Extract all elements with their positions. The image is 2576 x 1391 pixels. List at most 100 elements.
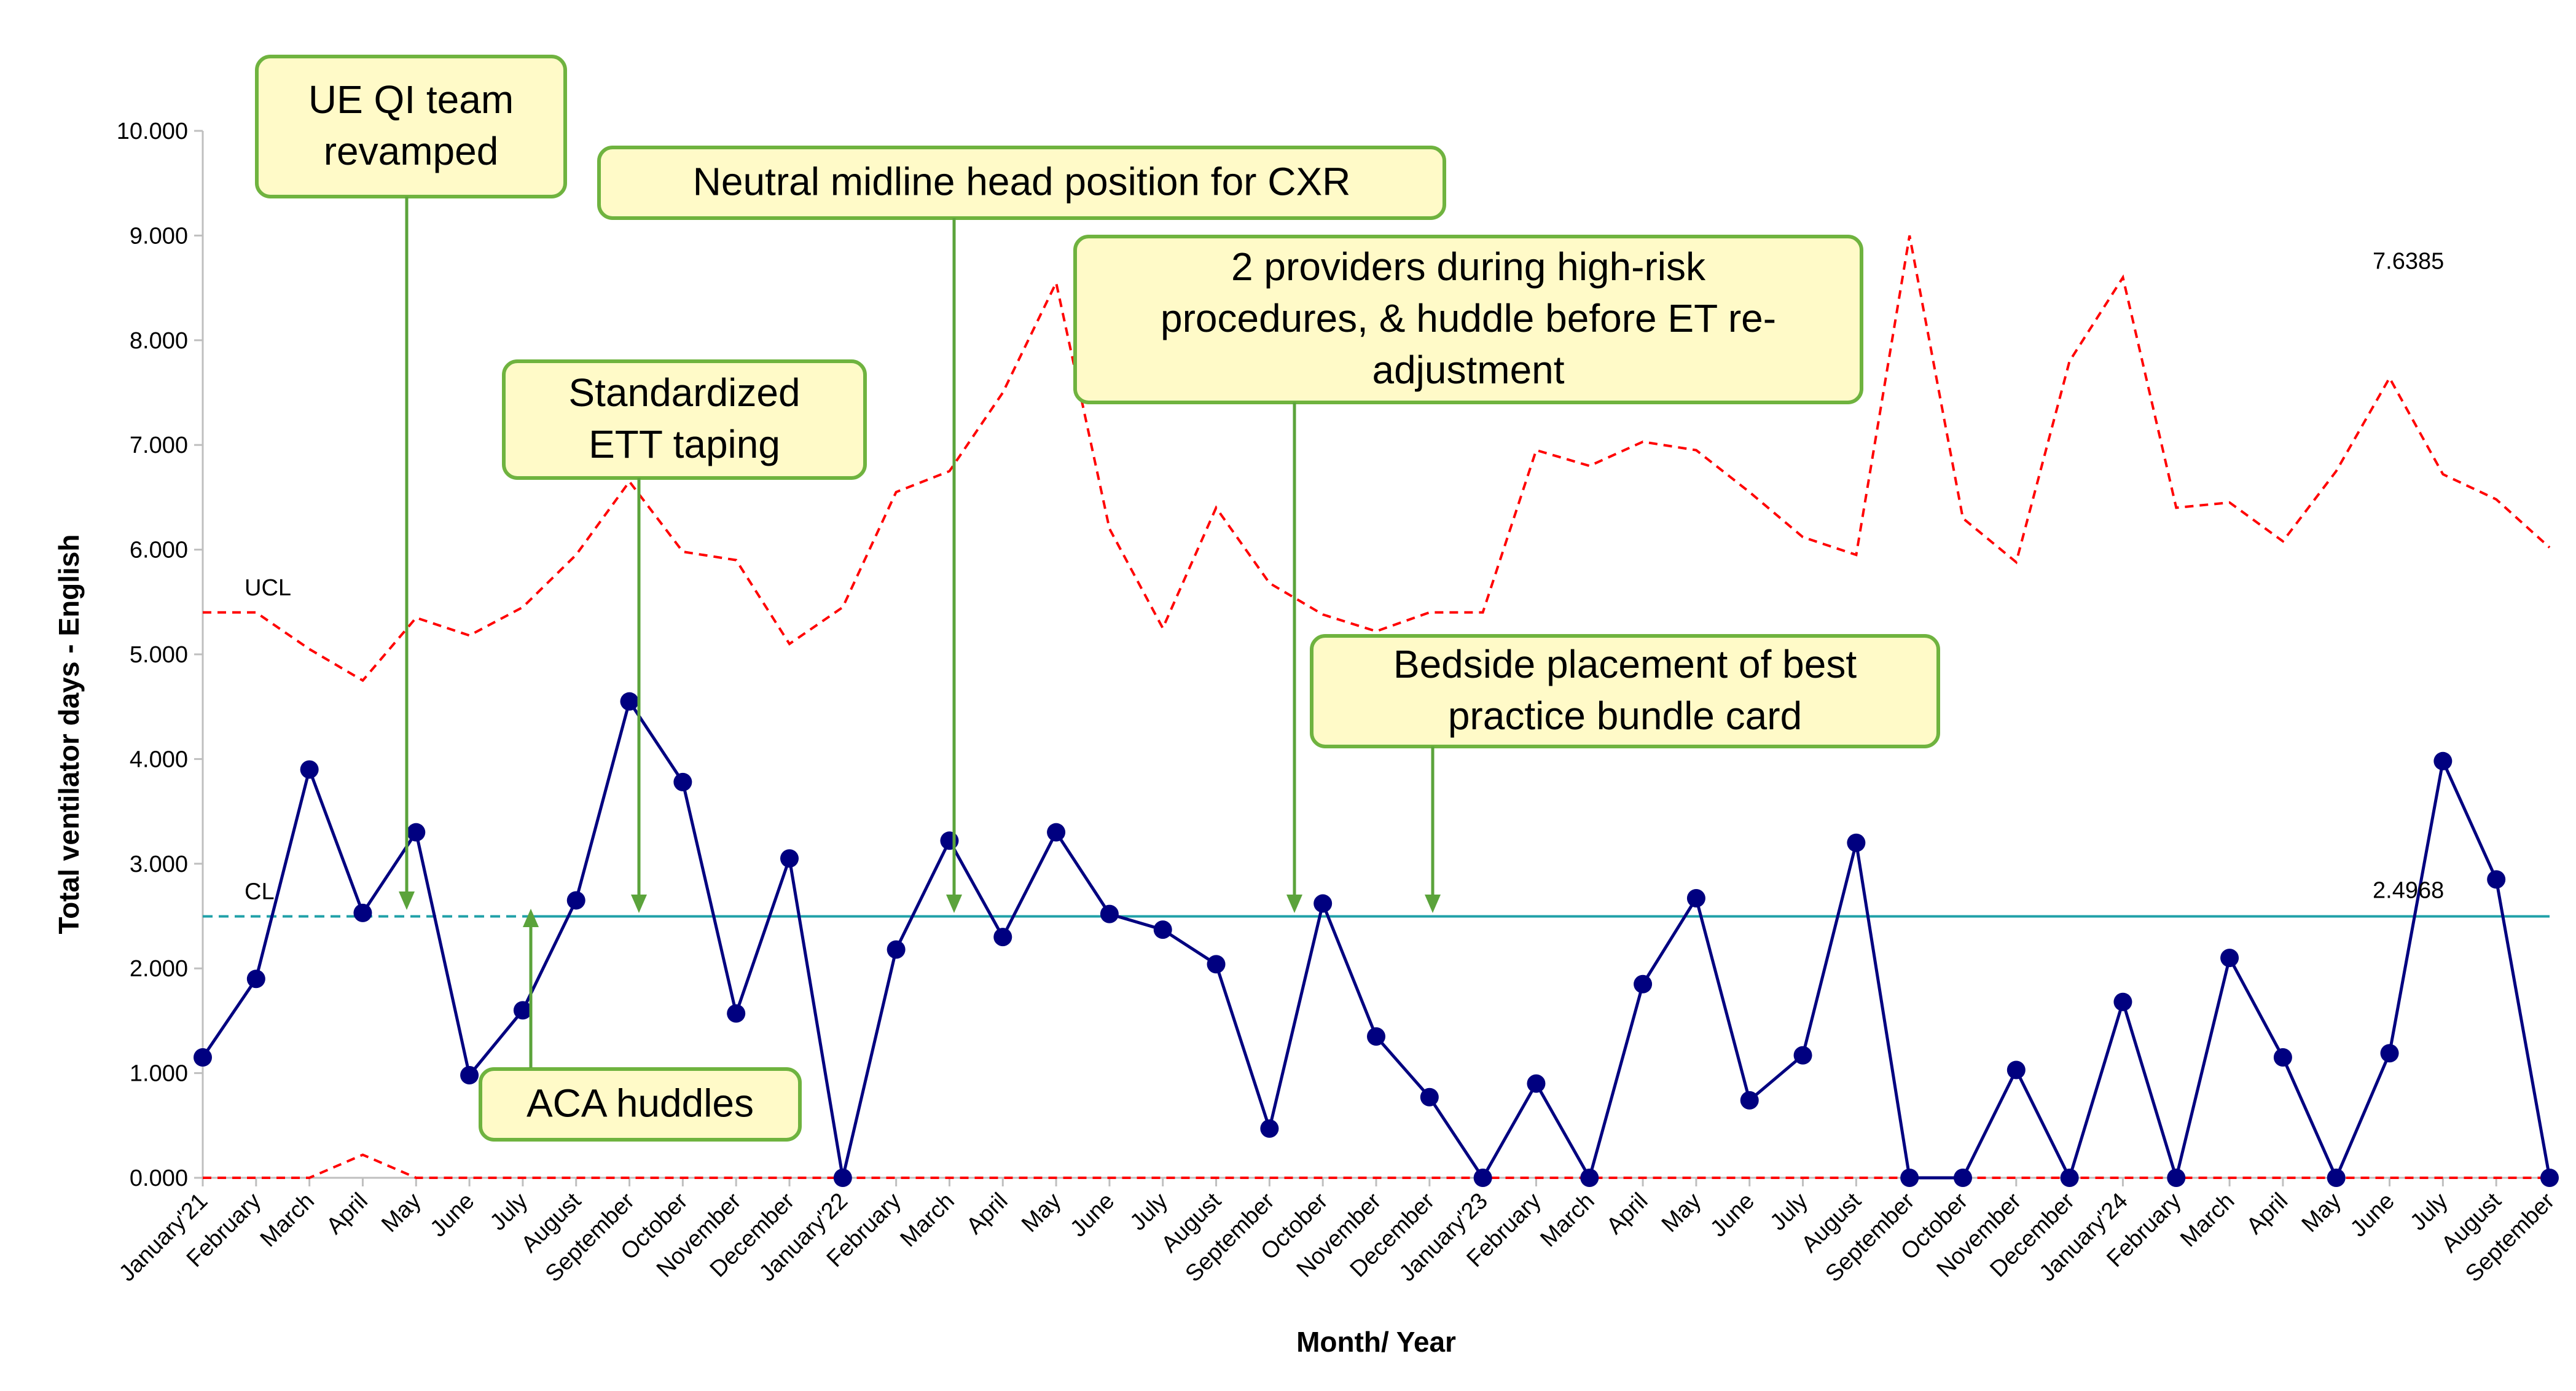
data-point: [300, 760, 319, 779]
arrowhead-icon: [523, 909, 539, 927]
data-point: [1473, 1169, 1492, 1187]
data-point: [1047, 823, 1066, 842]
data-point: [1527, 1074, 1546, 1093]
data-point: [1580, 1169, 1599, 1187]
labels-layer: Month/ Year Total ventilator days - Engli…: [53, 248, 2444, 1358]
x-tick-label: July: [485, 1188, 533, 1236]
data-point: [620, 692, 639, 711]
x-tick-label: June: [1705, 1188, 1760, 1242]
data-point: [2060, 1169, 2079, 1187]
data-point: [1260, 1119, 1279, 1138]
data-point: [1313, 894, 1333, 913]
data-point: [780, 849, 799, 868]
y-axis-title: Total ventilator days - English: [53, 535, 85, 935]
y-tick-label: 10.000: [117, 119, 188, 144]
data-point: [2273, 1048, 2292, 1067]
x-tick-label: April: [1602, 1188, 1653, 1239]
data-point: [2167, 1169, 2186, 1187]
data-point: [2380, 1044, 2399, 1063]
data-point: [513, 1001, 532, 1020]
x-tick-label: April: [2242, 1188, 2293, 1239]
x-tick-label: March: [256, 1188, 319, 1252]
x-tick-label: March: [895, 1188, 959, 1252]
x-tick-label: May: [2297, 1188, 2346, 1237]
y-tick-label: 4.000: [130, 746, 188, 772]
arrowhead-icon: [399, 891, 415, 910]
annotation-callout: UE QI team revamped: [255, 55, 567, 910]
data-point: [566, 891, 585, 910]
x-axis-title: Month/ Year: [1296, 1326, 1456, 1358]
data-point: [407, 823, 426, 842]
lcl-line: [203, 1153, 2550, 1179]
data-point: [940, 831, 959, 850]
y-tick-label: 7.000: [130, 433, 188, 458]
data-point: [1367, 1027, 1385, 1046]
annotation-box: [597, 146, 1446, 220]
x-tick-label: July: [1765, 1188, 1812, 1236]
data-point: [2327, 1169, 2346, 1187]
ucl-line: [203, 235, 2551, 683]
annotation-box: [1073, 235, 1863, 404]
annotation-callout: Neutral midline head position for CXR: [597, 146, 1446, 913]
annotation-text: practice bundle card: [1448, 694, 1802, 738]
data-point: [1153, 920, 1172, 939]
y-tick-label: 1.000: [130, 1061, 188, 1087]
y-tick-label: 9.000: [130, 223, 188, 249]
annotation-box: [502, 359, 867, 480]
annotation-text: UE QI team: [308, 77, 514, 122]
annotation-text: ETT taping: [589, 422, 780, 466]
annotation-text: Standardized: [568, 370, 800, 415]
data-point: [460, 1066, 479, 1085]
data-point: [833, 1169, 852, 1187]
data-point: [1740, 1091, 1759, 1110]
annotation-callout: 2 providers during high-risk procedures, …: [1073, 235, 1863, 913]
data-point: [194, 1048, 212, 1067]
annotation-callout: Bedside placement of best practice bundle…: [1310, 634, 1940, 913]
annotation-box: [1310, 634, 1940, 748]
data-point: [2487, 870, 2506, 889]
y-tick-label: 8.000: [130, 328, 188, 354]
data-point: [993, 928, 1012, 947]
y-tick-label: 3.000: [130, 852, 188, 877]
annotation-text: procedures, & huddle before ET re-: [1161, 296, 1776, 340]
data-point: [2540, 1169, 2559, 1187]
arrowhead-icon: [946, 895, 962, 913]
x-tick-label: July: [2405, 1188, 2453, 1236]
y-tick-label: 2.000: [130, 956, 188, 982]
annotation-text: adjustment: [1372, 348, 1564, 392]
x-tick-label: June: [1065, 1188, 1119, 1242]
y-tick-label: 6.000: [130, 538, 188, 563]
x-tick-label: March: [2175, 1188, 2239, 1252]
y-tick-label: 0.000: [130, 1166, 188, 1191]
data-point: [2006, 1060, 2026, 1079]
data-point: [727, 1004, 746, 1023]
x-tick-label: June: [2346, 1188, 2400, 1242]
data-point: [1793, 1046, 1812, 1065]
ucl-label: UCL: [245, 575, 291, 601]
annotation-box: [479, 1067, 802, 1142]
data-point: [2433, 751, 2453, 770]
data-point: [246, 970, 265, 989]
data-point: [1100, 904, 1119, 923]
arrowhead-icon: [1286, 895, 1302, 913]
data-point: [1420, 1087, 1439, 1107]
data-point: [1900, 1169, 1919, 1187]
x-tick-label: May: [1657, 1188, 1706, 1237]
x-tick-label: May: [377, 1188, 426, 1237]
cl-value-label: 2.4968: [2373, 878, 2444, 904]
series-layer: [194, 692, 2559, 1187]
data-point: [887, 940, 906, 959]
data-point: [673, 772, 692, 791]
data-point: [1686, 889, 1705, 908]
data-point: [1207, 955, 1226, 974]
data-point: [353, 903, 372, 922]
annotation-box: [255, 55, 567, 198]
x-tick-label: April: [961, 1188, 1012, 1239]
y-tick-label: 5.000: [130, 642, 188, 668]
annotation-callout: Standardized ETT taping: [502, 359, 867, 913]
annotation-callout: ACA huddles: [479, 909, 802, 1142]
x-tick-label: April: [321, 1188, 372, 1239]
data-point: [1634, 974, 1653, 993]
cl-label: CL: [245, 879, 275, 905]
